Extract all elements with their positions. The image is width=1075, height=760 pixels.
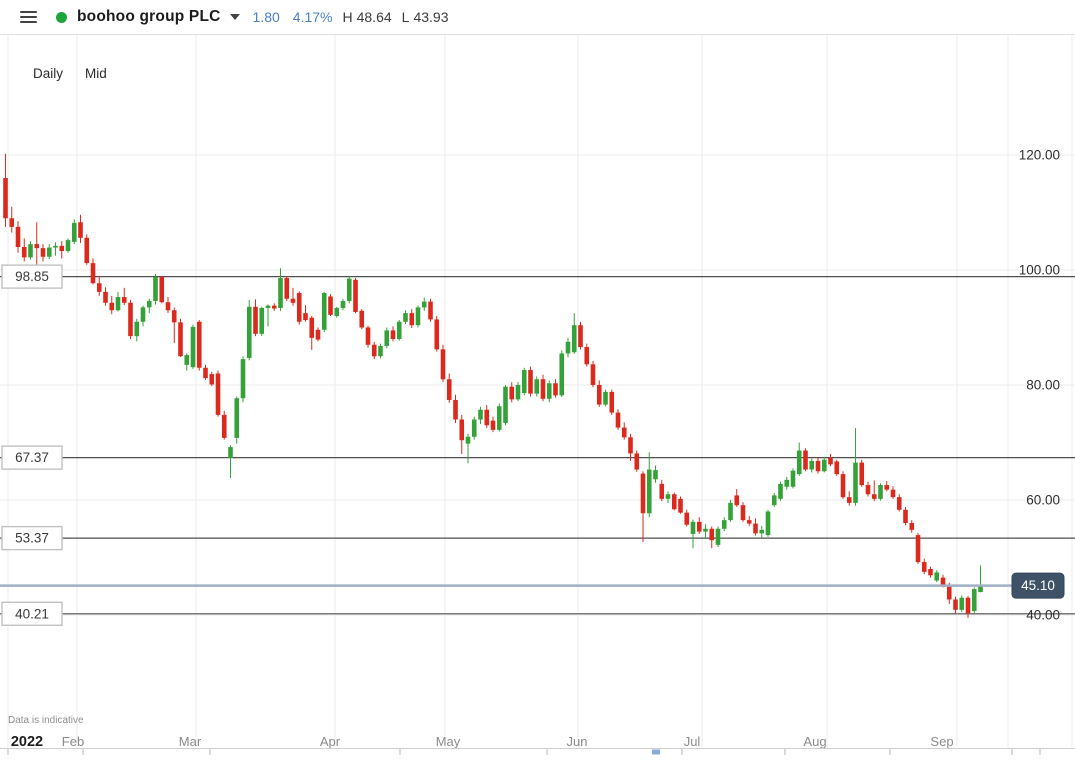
x-axis-month-label: Jul xyxy=(684,734,701,749)
top-bar: boohoo group PLC 1.80 4.17% H 48.64 L 43.9… xyxy=(0,0,1075,35)
instrument-title[interactable]: boohoo group PLC xyxy=(77,8,221,25)
price-level-box[interactable] xyxy=(1,525,63,551)
x-axis-month-label: Jun xyxy=(567,734,588,749)
chart-interval-tabs: Daily Mid xyxy=(33,66,107,81)
candles[interactable] xyxy=(3,153,983,618)
scrubber-marker[interactable] xyxy=(652,749,660,755)
price-level-label: 40.21 xyxy=(15,606,49,621)
y-axis-label: 100.00 xyxy=(1019,263,1060,278)
data-indicative-note: Data is indicative xyxy=(8,715,84,726)
price-level-label: 98.85 xyxy=(15,269,49,284)
y-axis-label: 60.00 xyxy=(1026,493,1060,508)
current-price-badge xyxy=(1011,572,1065,599)
y-axis-label: 40.00 xyxy=(1026,608,1060,623)
price-chart[interactable]: 120.00 100.00 80.00 60.00 40.00 98.85 67.37 53.… xyxy=(0,35,1075,755)
price-level-label: 53.37 xyxy=(15,531,49,546)
day-low: L 43.93 xyxy=(401,9,449,25)
price-level-label: 67.37 xyxy=(15,450,49,465)
x-axis-month-label: Mar xyxy=(179,734,202,749)
change-value: 1.80 xyxy=(252,9,280,25)
price-level-box[interactable] xyxy=(1,264,63,289)
x-axis-month-label: May xyxy=(436,734,461,749)
price-level-box[interactable] xyxy=(1,445,63,470)
tab-daily[interactable]: Daily xyxy=(33,66,64,81)
y-axis-label: 120.00 xyxy=(1019,148,1060,163)
menu-icon[interactable] xyxy=(20,11,37,23)
x-axis-month-label: Apr xyxy=(320,734,341,749)
market-open-dot-icon xyxy=(56,11,67,23)
current-price-label: 45.10 xyxy=(1021,578,1055,593)
x-axis-month-label: Sep xyxy=(930,734,953,749)
x-axis-month-label: Aug xyxy=(803,734,826,749)
x-axis-year-label: 2022 xyxy=(11,734,43,750)
x-axis-month-label: Feb xyxy=(62,734,84,749)
price-level-box[interactable] xyxy=(1,601,63,626)
tab-mid[interactable]: Mid xyxy=(85,66,107,81)
y-axis-label: 80.00 xyxy=(1026,378,1060,393)
day-high: H 48.64 xyxy=(342,9,392,25)
chevron-down-icon[interactable] xyxy=(229,14,240,20)
change-percent: 4.17% xyxy=(292,9,333,25)
